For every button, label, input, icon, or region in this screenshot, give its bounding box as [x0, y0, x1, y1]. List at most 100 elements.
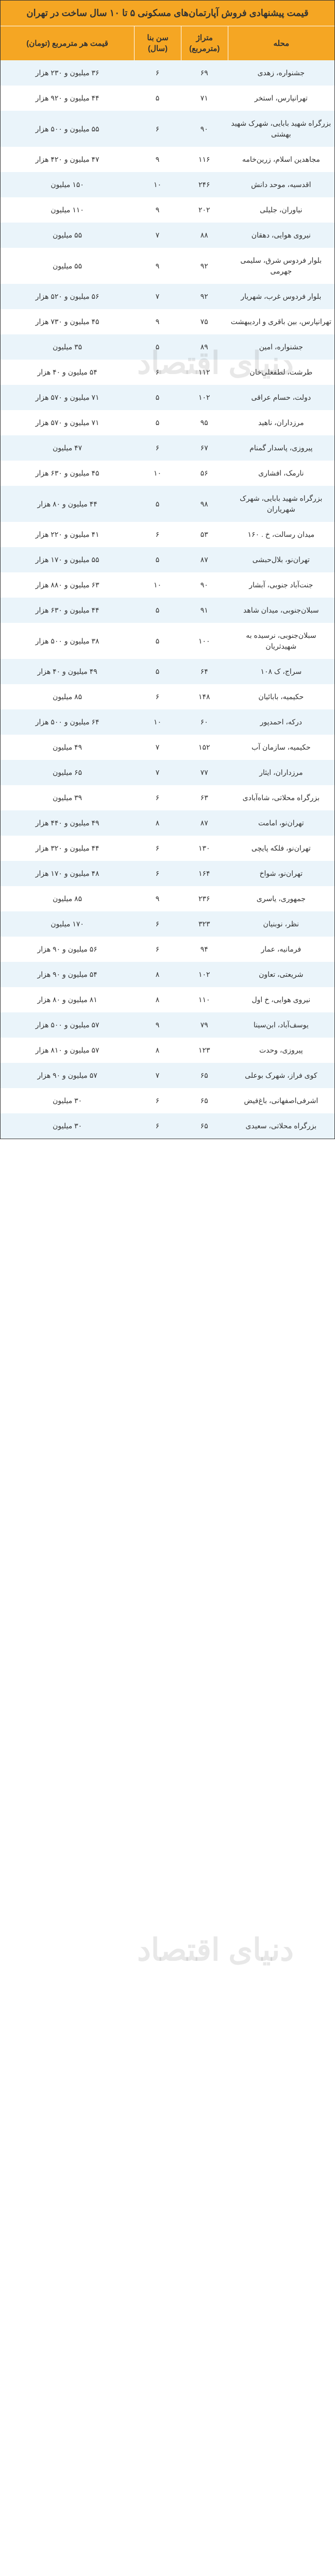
cell-price: ۶۴ میلیون و ۵۰۰ هزار [1, 709, 134, 735]
cell-area: ۹۴ [181, 937, 228, 962]
cell-area: ۶۰ [181, 709, 228, 735]
cell-price: ۸۵ میلیون [1, 886, 134, 911]
cell-area: ۹۸ [181, 486, 228, 522]
cell-area: ۷۱ [181, 86, 228, 111]
cell-age: ۹ [134, 197, 181, 223]
cell-area: ۲۳۶ [181, 886, 228, 911]
cell-age: ۶ [134, 1088, 181, 1113]
cell-area: ۱۰۲ [181, 962, 228, 987]
cell-neighborhood: جشنواره، زهدی [228, 60, 334, 86]
cell-age: ۹ [134, 309, 181, 334]
table-row: سبلان‌جنوبی، نرسیده به شهیدثریان۱۰۰۵۳۸ م… [1, 623, 334, 659]
cell-area: ۱۴۸ [181, 684, 228, 709]
table-row: بزرگراه محلاتی، سعیدی۶۵۶۳۰ میلیون [1, 1113, 334, 1139]
cell-neighborhood: نظر، نوبنیان [228, 911, 334, 937]
table-row: نیاوران، جلیلی۲۰۲۹۱۱۰ میلیون [1, 197, 334, 223]
cell-age: ۱۰ [134, 709, 181, 735]
cell-area: ۹۲ [181, 248, 228, 284]
cell-price: ۳۵ میلیون [1, 334, 134, 360]
header-area: متراژ (مترمربع) [181, 26, 228, 60]
cell-age: ۵ [134, 410, 181, 435]
cell-price: ۵۷ میلیون و ۵۰۰ هزار [1, 1012, 134, 1038]
cell-area: ۹۰ [181, 111, 228, 147]
table-row: سبلان‌جنوبی، میدان شاهد۹۱۵۴۴ میلیون و ۶۳… [1, 598, 334, 623]
cell-neighborhood: بزرگراه محلاتی، شاه‌آبادی [228, 785, 334, 810]
cell-age: ۵ [134, 598, 181, 623]
cell-age: ۹ [134, 248, 181, 284]
cell-area: ۲۰۲ [181, 197, 228, 223]
table-row: تهران‌نو، امامت۸۷۸۴۹ میلیون و ۴۴۰ هزار [1, 810, 334, 836]
watermark: دنیای اقتصاد [137, 1932, 294, 1968]
cell-area: ۹۲ [181, 284, 228, 309]
cell-neighborhood: اشرفی‌اصفهانی، باغ‌فیض [228, 1088, 334, 1113]
cell-age: ۱۰ [134, 461, 181, 486]
table-row: نیروی هوایی، دهقان۸۸۷۵۵ میلیون [1, 223, 334, 248]
table-row: اشرفی‌اصفهانی، باغ‌فیض۶۵۶۳۰ میلیون [1, 1088, 334, 1113]
cell-area: ۹۵ [181, 410, 228, 435]
cell-age: ۵ [134, 86, 181, 111]
table-row: فرمانیه، عمار۹۴۶۵۶ میلیون و ۹۰ هزار [1, 937, 334, 962]
cell-neighborhood: نیاوران، جلیلی [228, 197, 334, 223]
cell-price: ۸۱ میلیون و ۸۰ هزار [1, 987, 134, 1012]
cell-area: ۶۴ [181, 659, 228, 684]
cell-price: ۵۵ میلیون [1, 223, 134, 248]
cell-area: ۵۶ [181, 461, 228, 486]
cell-area: ۷۵ [181, 309, 228, 334]
cell-age: ۷ [134, 735, 181, 760]
cell-neighborhood: نیروی هوایی، خ اول [228, 987, 334, 1012]
table-row: جنت‌آباد جنوبی، آبشار۹۰۱۰۶۳ میلیون و ۸۸۰… [1, 572, 334, 598]
cell-price: ۵۴ میلیون و ۹۰ هزار [1, 962, 134, 987]
cell-age: ۵ [134, 547, 181, 572]
cell-price: ۳۹ میلیون [1, 785, 134, 810]
table-row: جشنواره، امین۸۹۵۳۵ میلیون [1, 334, 334, 360]
price-table: قیمت پیشنهادی فروش آپارتمان‌های مسکونی ۵… [0, 0, 335, 1139]
header-neighborhood: محله [228, 26, 334, 60]
cell-price: ۴۴ میلیون و ۸۰ هزار [1, 486, 134, 522]
table-row: تهران‌نو، فلکه پایچی۱۳۰۶۴۴ میلیون و ۳۲۰ … [1, 836, 334, 861]
table-row: تهران‌نو، بلال‌حبشی۸۷۵۵۵ میلیون و ۱۷۰ هز… [1, 547, 334, 572]
cell-neighborhood: جنت‌آباد جنوبی، آبشار [228, 572, 334, 598]
cell-area: ۶۳ [181, 785, 228, 810]
cell-price: ۳۶ میلیون و ۲۳۰ هزار [1, 60, 134, 86]
cell-age: ۵ [134, 385, 181, 410]
table-row: بزرگراه محلاتی، شاه‌آبادی۶۳۶۳۹ میلیون [1, 785, 334, 810]
cell-price: ۴۴ میلیون و ۶۳۰ هزار [1, 598, 134, 623]
cell-area: ۵۳ [181, 522, 228, 547]
cell-area: ۶۹ [181, 60, 228, 86]
table-row: شریعتی، تعاون۱۰۲۸۵۴ میلیون و ۹۰ هزار [1, 962, 334, 987]
cell-price: ۴۵ میلیون و ۶۳۰ هزار [1, 461, 134, 486]
cell-area: ۳۲۳ [181, 911, 228, 937]
cell-area: ۹۱ [181, 598, 228, 623]
cell-price: ۳۰ میلیون [1, 1113, 134, 1139]
cell-neighborhood: طرشت، لطفعلی‌خان [228, 360, 334, 385]
table-row: بزرگراه شهید بابایی، شهرک شهریاران۹۸۵۴۴ … [1, 486, 334, 522]
cell-neighborhood: جمهوری، یاسری [228, 886, 334, 911]
cell-neighborhood: تهرانپارس، استخر [228, 86, 334, 111]
cell-price: ۴۱ میلیون و ۲۲۰ هزار [1, 522, 134, 547]
cell-neighborhood: پیروزی، وحدت [228, 1038, 334, 1063]
cell-neighborhood: اقدسیه، موحد دانش [228, 172, 334, 197]
cell-age: ۷ [134, 223, 181, 248]
table-row: نظر، نوبنیان۳۲۳۶۱۷۰ میلیون [1, 911, 334, 937]
cell-area: ۱۱۰ [181, 987, 228, 1012]
cell-area: ۷۷ [181, 760, 228, 785]
cell-age: ۵ [134, 486, 181, 522]
table-row: کوی فراز، شهرک بوعلی۶۵۷۵۷ میلیون و ۹۰ هز… [1, 1063, 334, 1088]
cell-age: ۷ [134, 760, 181, 785]
cell-age: ۵ [134, 334, 181, 360]
cell-age: ۶ [134, 785, 181, 810]
cell-age: ۱۰ [134, 572, 181, 598]
table-row: بزرگراه شهید بابایی، شهرک شهید بهشتی۹۰۶۵… [1, 111, 334, 147]
cell-price: ۱۷۰ میلیون [1, 911, 134, 937]
cell-age: ۶ [134, 1113, 181, 1139]
cell-age: ۶ [134, 435, 181, 461]
cell-neighborhood: تهران‌نو، امامت [228, 810, 334, 836]
cell-price: ۴۹ میلیون [1, 735, 134, 760]
cell-area: ۲۴۶ [181, 172, 228, 197]
cell-price: ۴۹ میلیون و ۴۴۰ هزار [1, 810, 134, 836]
cell-price: ۴۴ میلیون و ۳۲۰ هزار [1, 836, 134, 861]
cell-price: ۸۵ میلیون [1, 684, 134, 709]
cell-age: ۹ [134, 1012, 181, 1038]
cell-area: ۸۷ [181, 810, 228, 836]
cell-area: ۱۲۳ [181, 1038, 228, 1063]
